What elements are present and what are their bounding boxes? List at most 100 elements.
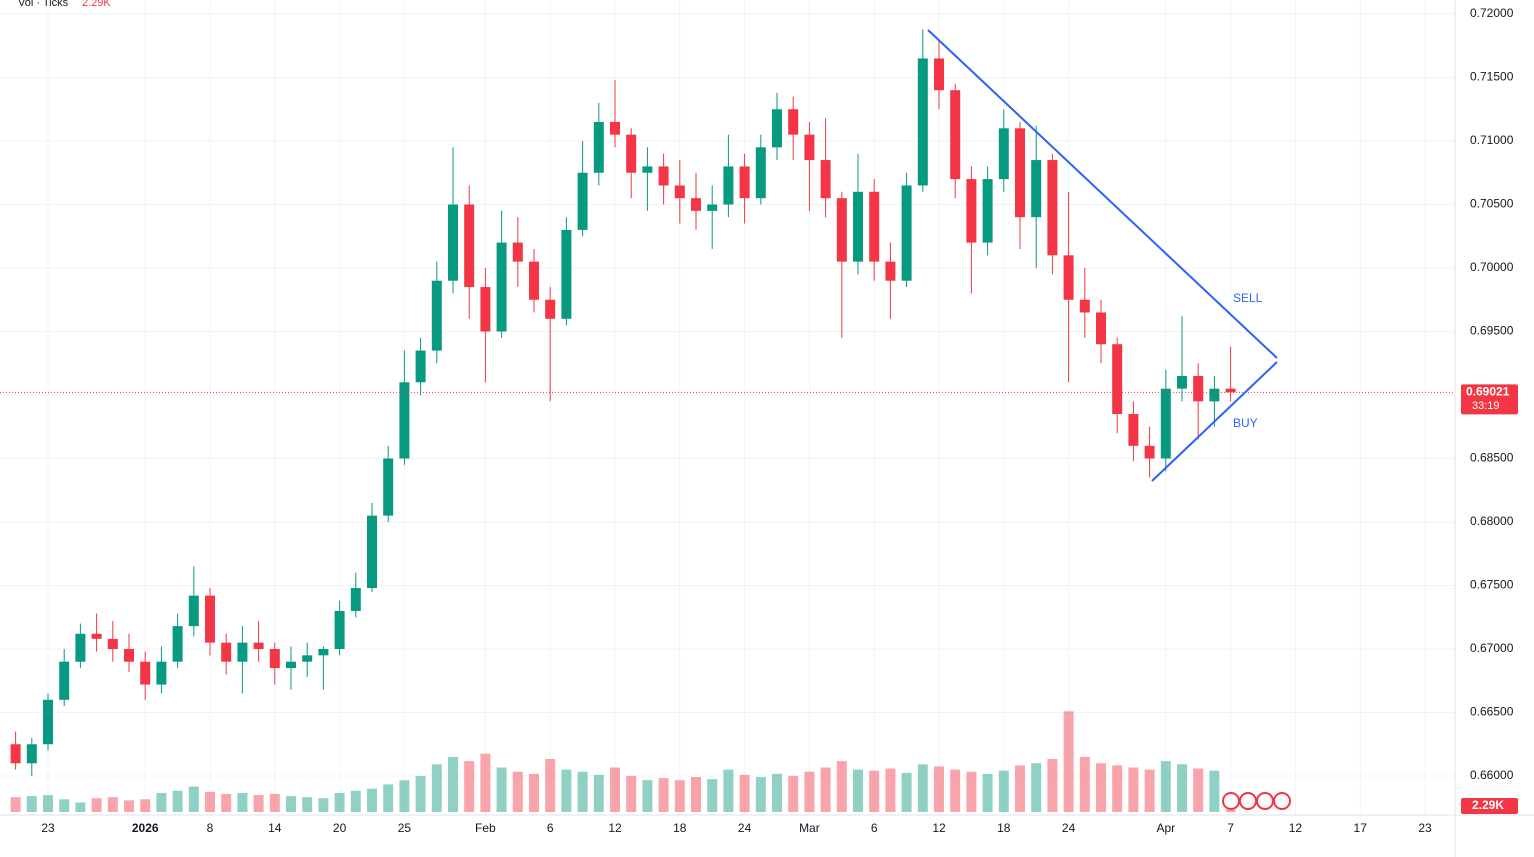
candle-body [610, 121, 620, 135]
candle-body [399, 382, 410, 459]
candle-body [156, 661, 167, 685]
volume-bar [593, 774, 604, 812]
x-tick-label: 23 [1418, 821, 1432, 835]
price-label: 0.69021 [1466, 385, 1510, 399]
volume-bar [237, 792, 248, 812]
volume-bar [172, 790, 183, 812]
y-tick-label: 0.71000 [1470, 133, 1514, 147]
volume-bar [804, 771, 815, 812]
x-tick-label: 25 [398, 821, 412, 835]
candle-body [1031, 160, 1042, 218]
candle-body [593, 121, 604, 173]
x-tick-label: 24 [738, 821, 752, 835]
y-tick-label: 0.71500 [1470, 70, 1514, 84]
volume-bar [59, 799, 70, 812]
candle-body [577, 172, 588, 230]
event-flag[interactable] [1222, 792, 1240, 810]
volume-bar [480, 753, 491, 812]
event-flag[interactable] [1273, 792, 1291, 810]
candle-body [334, 610, 345, 649]
candle-body [642, 166, 653, 173]
volume-bar [577, 771, 588, 812]
volume-bar [91, 798, 102, 812]
candle-body [755, 147, 766, 199]
volume-bar [107, 797, 118, 812]
volume-bar [75, 802, 86, 812]
x-tick-label: 2026 [132, 821, 159, 835]
candle-body [950, 90, 961, 180]
volume-bar [205, 791, 215, 812]
candle-body [804, 134, 815, 161]
y-tick-label: 0.70500 [1470, 197, 1514, 211]
candle-body [1112, 344, 1123, 415]
volume-bar [1015, 765, 1025, 812]
event-flags [1222, 792, 1291, 810]
volume-bar [772, 773, 782, 812]
candle-body [1096, 312, 1106, 345]
volume-bar [1031, 763, 1042, 812]
candle-body [512, 242, 523, 262]
volume-bar [820, 767, 831, 812]
x-tick-label: 12 [1289, 821, 1303, 835]
volume-header-value: 2.29K [82, 0, 111, 9]
grid-layer [0, 0, 1455, 815]
volume-bar [1160, 761, 1171, 812]
volume-bar [1079, 756, 1090, 812]
candle-layer [0, 29, 1455, 776]
volume-bar [691, 777, 701, 812]
volume-bar [1177, 764, 1187, 812]
volume-bar [496, 767, 507, 812]
candle-body [788, 109, 799, 135]
volume-bar [399, 780, 410, 812]
candle-body [836, 198, 847, 262]
y-tick-label: 0.67000 [1470, 641, 1514, 655]
volume-bar [26, 796, 37, 812]
candle-body [188, 595, 199, 627]
volume-bar [626, 775, 637, 812]
candle-body [26, 744, 37, 764]
volume-bar [1128, 767, 1139, 812]
candle-body [91, 633, 102, 639]
candle-body [561, 229, 572, 319]
candle-body [10, 744, 21, 764]
x-tick-label: 17 [1354, 821, 1368, 835]
candle-body [205, 595, 215, 643]
candle-body [998, 128, 1009, 180]
x-tick-label: 8 [207, 821, 214, 835]
volume-bar [674, 780, 685, 812]
volume-bar [43, 795, 53, 812]
volume-bar [545, 759, 556, 812]
candle-body [480, 287, 491, 332]
y-tick-label: 0.68500 [1470, 451, 1514, 465]
candle-body [1063, 255, 1074, 300]
candle-body [318, 649, 329, 656]
volume-bar [415, 775, 426, 812]
volume-bar [998, 770, 1009, 812]
volume-bar [966, 771, 977, 812]
event-flag[interactable] [1256, 792, 1274, 810]
y-tick-label: 0.68000 [1470, 514, 1514, 528]
volume-title: Vol · Ticks [18, 0, 69, 9]
volume-bar [885, 768, 896, 812]
y-tick-label: 0.72000 [1470, 6, 1514, 20]
x-tick-label: 12 [608, 821, 622, 835]
buy-trendline [1151, 361, 1278, 482]
candle-body [885, 261, 896, 281]
sell-trendline [927, 29, 1278, 359]
candle-body [383, 458, 394, 516]
candle-body [1128, 414, 1139, 446]
candle-body [1079, 299, 1090, 313]
volume-bar [561, 769, 572, 812]
volume-bar [836, 761, 847, 812]
candle-body [464, 204, 475, 288]
event-flag[interactable] [1239, 792, 1257, 810]
volume-bar [1063, 711, 1074, 812]
annotation: BUY [1233, 416, 1258, 430]
volume-bar [642, 780, 653, 812]
candle-body [59, 661, 70, 700]
volume-bar [318, 798, 329, 812]
candle-body [1177, 375, 1187, 389]
candle-body [43, 699, 53, 745]
candle-body [302, 655, 313, 662]
y-tick-label: 0.69500 [1470, 324, 1514, 338]
